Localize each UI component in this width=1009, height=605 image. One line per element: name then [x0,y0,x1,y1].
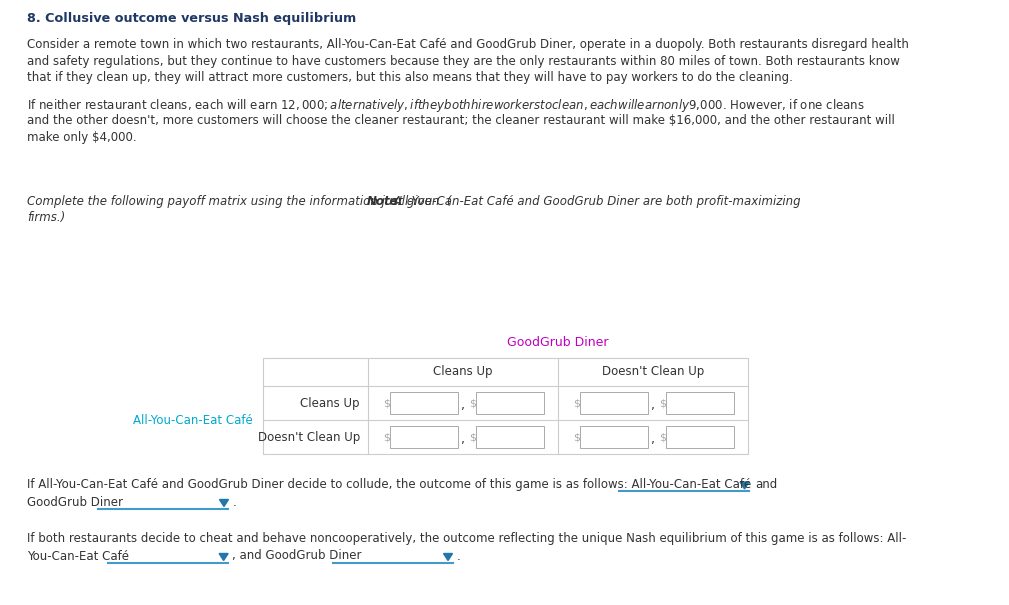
Bar [666,392,734,414]
Text: $: $ [659,398,666,408]
Text: If neither restaurant cleans, each will earn $12,000; alternatively, if they bot: If neither restaurant cleans, each will … [27,97,865,114]
Bar [580,392,648,414]
Text: $: $ [469,432,476,442]
Text: Consider a remote town in which two restaurants, All-You-Can-Eat Café and GoodGr: Consider a remote town in which two rest… [27,38,909,51]
Text: You-Can-Eat Café: You-Can-Eat Café [27,549,129,563]
Bar [263,358,748,454]
Text: ,: , [461,399,465,411]
Text: If both restaurants decide to cheat and behave noncooperatively, the outcome ref: If both restaurants decide to cheat and … [27,532,906,545]
Text: If All-You-Can-Eat Café and GoodGrub Diner decide to collude, the outcome of thi: If All-You-Can-Eat Café and GoodGrub Din… [27,478,752,491]
Text: ,: , [651,433,655,445]
Text: , and GoodGrub Diner: , and GoodGrub Diner [232,549,361,563]
Text: and the other doesn't, more customers will choose the cleaner restaurant; the cl: and the other doesn't, more customers wi… [27,114,895,127]
Text: Cleans Up: Cleans Up [433,365,492,379]
Text: and: and [755,478,777,491]
Text: $: $ [469,398,476,408]
Text: that if they clean up, they will attract more customers, but this also means tha: that if they clean up, they will attract… [27,71,793,84]
Polygon shape [220,500,228,506]
Text: GoodGrub Diner: GoodGrub Diner [27,495,123,508]
Text: $: $ [659,432,666,442]
Text: GoodGrub Diner: GoodGrub Diner [508,336,608,348]
Text: $: $ [383,432,390,442]
Text: make only $4,000.: make only $4,000. [27,131,136,143]
Text: $: $ [383,398,390,408]
Text: Cleans Up: Cleans Up [301,396,360,410]
Text: $: $ [573,398,580,408]
Text: and safety regulations, but they continue to have customers because they are the: and safety regulations, but they continu… [27,54,900,68]
Bar [390,392,458,414]
Bar [476,392,544,414]
Text: Complete the following payoff matrix using the information just given. (: Complete the following payoff matrix usi… [27,195,451,208]
Text: .: . [456,549,460,563]
Text: $: $ [573,432,580,442]
Text: Note:: Note: [367,195,404,208]
Text: All-You-Can-Eat Café and GoodGrub Diner are both profit-maximizing: All-You-Can-Eat Café and GoodGrub Diner … [390,195,801,208]
Text: 8. Collusive outcome versus Nash equilibrium: 8. Collusive outcome versus Nash equilib… [27,12,356,25]
Text: Doesn't Clean Up: Doesn't Clean Up [257,431,360,443]
Text: All-You-Can-Eat Café: All-You-Can-Eat Café [133,413,253,427]
Text: .: . [232,495,236,508]
Polygon shape [444,554,452,560]
Bar [390,426,458,448]
Polygon shape [219,554,228,560]
Text: ,: , [461,433,465,445]
Bar [476,426,544,448]
Text: ,: , [651,399,655,411]
Polygon shape [740,482,749,489]
Bar [580,426,648,448]
Text: Doesn't Clean Up: Doesn't Clean Up [602,365,704,379]
Text: firms.): firms.) [27,212,66,224]
Bar [666,426,734,448]
